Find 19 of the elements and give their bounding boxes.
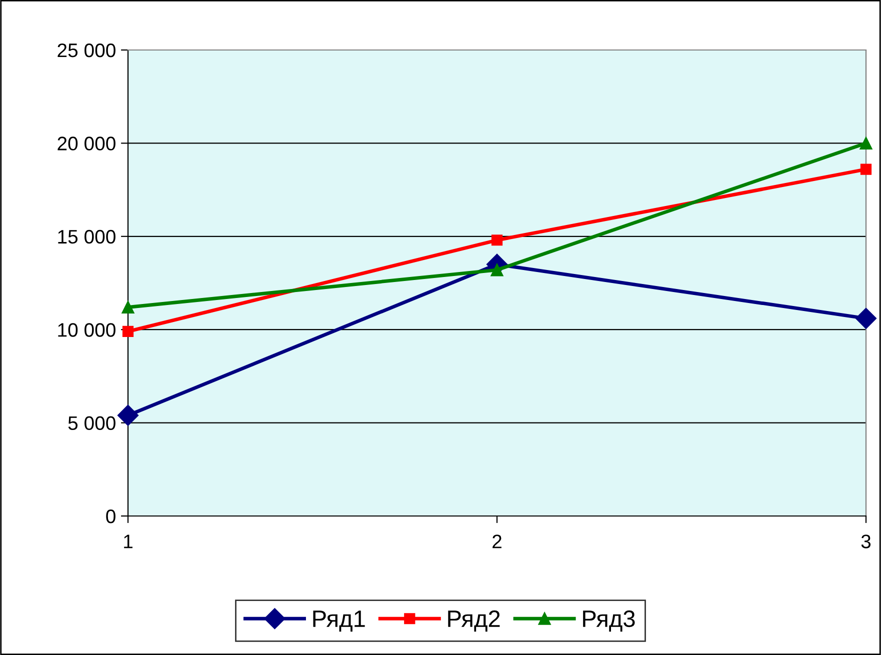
point	[490, 264, 504, 276]
y-tick-label: 0	[106, 509, 116, 524]
point	[122, 300, 134, 314]
legend-label: Ряд3	[583, 610, 635, 632]
x-tick-label: 2	[492, 534, 502, 548]
point	[855, 308, 877, 329]
y-tick-label: 20 000	[58, 136, 116, 150]
legend-label: Ряд1	[313, 610, 365, 632]
point	[491, 234, 503, 246]
x-tick-label: 1	[124, 534, 132, 548]
y-tick-label: 15 000	[58, 230, 116, 244]
x-tick-label: 3	[861, 534, 871, 548]
point	[117, 404, 139, 426]
y-tick-label: 25 000	[58, 43, 116, 58]
legend-label: Ряд2	[448, 610, 500, 632]
point	[860, 164, 872, 175]
y-tick-label: 5 000	[68, 416, 116, 430]
y-tick-label: 10 000	[58, 323, 116, 337]
point	[860, 136, 872, 150]
